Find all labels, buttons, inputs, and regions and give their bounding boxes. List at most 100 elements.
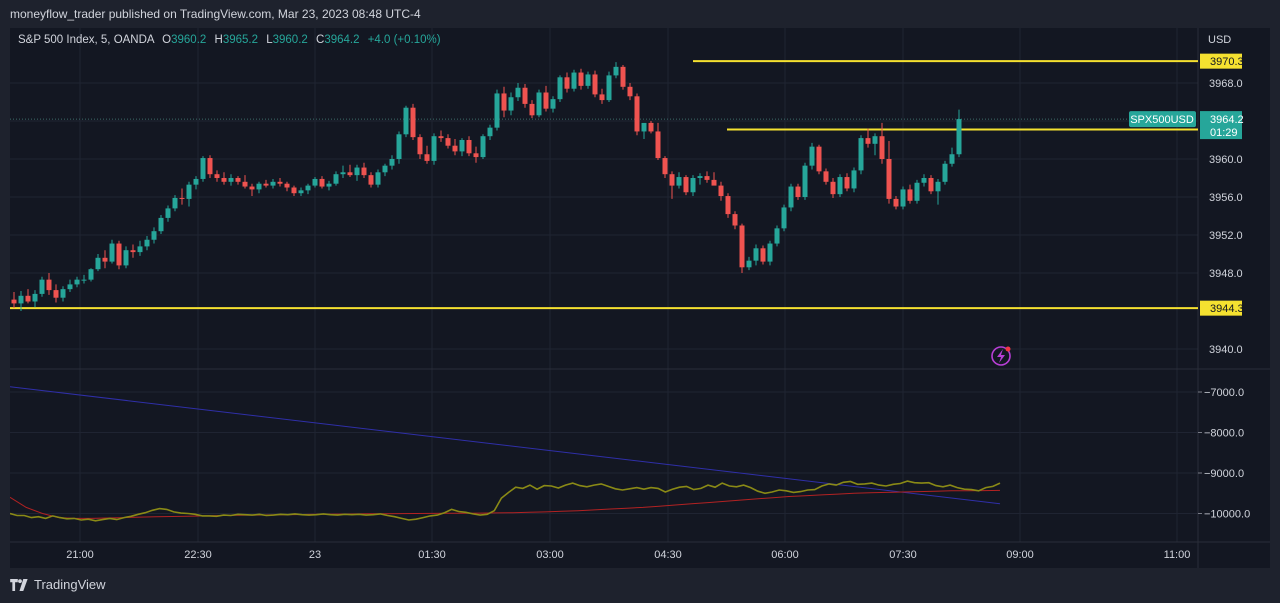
- candle-body: [956, 119, 962, 155]
- candle-body: [382, 165, 388, 173]
- candle-body: [333, 174, 339, 184]
- candle-body: [760, 248, 766, 262]
- level-price-tag: [1200, 53, 1242, 69]
- candle-body: [326, 183, 332, 187]
- candle-body: [256, 183, 262, 190]
- high-label: H: [214, 34, 223, 46]
- symbol-tag: [1129, 111, 1196, 128]
- candle-body: [32, 293, 38, 302]
- time-tick-label: 01:30: [418, 549, 446, 561]
- candle-body: [949, 154, 955, 164]
- candle-body: [683, 177, 689, 193]
- candle-body: [207, 158, 213, 175]
- candle-body: [942, 163, 948, 182]
- symbol-legend: S&P 500 Index, 5, OANDA O3960.2 H3965.2 …: [18, 34, 446, 46]
- candle-body: [648, 122, 654, 132]
- candle-body: [193, 178, 199, 185]
- time-tick-label: 11:00: [1164, 549, 1191, 561]
- candle-body: [816, 146, 822, 172]
- candle-body: [102, 257, 108, 262]
- candle-body: [571, 72, 577, 89]
- change-value: +4.0 (+0.10%): [367, 34, 441, 46]
- candle-body: [781, 207, 787, 229]
- candle-body: [74, 279, 80, 285]
- candle-body: [81, 279, 87, 281]
- last-price-label: 3964.2: [1210, 114, 1244, 126]
- candle-body: [312, 178, 318, 186]
- candle-body: [935, 181, 941, 192]
- candle-body: [564, 77, 570, 89]
- candle-body: [389, 159, 395, 166]
- chart-canvas[interactable]: 3968.03964.03960.03956.03952.03948.03940…: [10, 28, 1270, 568]
- candle-body: [172, 197, 178, 209]
- candle-body: [886, 159, 892, 199]
- candle-body: [907, 189, 913, 201]
- candle-body: [704, 176, 710, 180]
- candle-body: [46, 279, 52, 291]
- candle-body: [60, 289, 66, 298]
- candle-body: [550, 99, 556, 109]
- candle-body: [774, 228, 780, 244]
- open-label: O: [162, 34, 172, 46]
- candle-body: [410, 107, 416, 138]
- indicator-tick-label: −9000.0: [1204, 468, 1244, 480]
- indicator-tick-label: −8000.0: [1204, 428, 1244, 440]
- candle-body: [431, 136, 437, 161]
- candle-body: [536, 92, 542, 116]
- candle-body: [746, 260, 752, 268]
- candle-body: [669, 174, 675, 186]
- publish-info: moneyflow_trader published on TradingVie…: [10, 7, 421, 21]
- candle-body: [200, 158, 206, 179]
- price-tick-label: 3940.0: [1209, 344, 1243, 356]
- candle-body: [697, 176, 703, 178]
- footer-brand[interactable]: TradingView: [10, 577, 106, 592]
- candle-body: [802, 165, 808, 197]
- candle-body: [662, 158, 668, 175]
- candle-body: [914, 182, 920, 201]
- close-label: C: [316, 34, 325, 46]
- candle-body: [739, 225, 745, 268]
- candle-body: [725, 196, 731, 215]
- candle-body: [319, 178, 325, 187]
- candle-body: [529, 103, 535, 116]
- candle-body: [109, 243, 115, 262]
- candle-body: [830, 181, 836, 195]
- candle-body: [11, 299, 17, 304]
- candle-body: [732, 214, 738, 226]
- candle-body: [690, 178, 696, 193]
- candle-body: [403, 107, 409, 135]
- candle-body: [494, 93, 500, 128]
- tradingview-logo-icon: [10, 578, 28, 591]
- candle-body: [501, 93, 507, 111]
- candle-body: [235, 178, 241, 182]
- candle-body: [263, 183, 269, 186]
- price-tick-label: 3952.0: [1209, 230, 1243, 242]
- candle-body: [18, 295, 24, 304]
- candle-body: [214, 174, 220, 178]
- symbol-name[interactable]: S&P 500 Index, 5, OANDA: [18, 34, 154, 46]
- countdown-label: 01:29: [1210, 127, 1238, 139]
- candle-body: [95, 257, 101, 270]
- candle-body: [270, 181, 276, 186]
- indicator-trend-line: [10, 386, 1001, 505]
- candle-body: [298, 190, 304, 194]
- low-label: L: [266, 34, 273, 46]
- level-price-tag: [1200, 300, 1242, 316]
- candle-body: [88, 269, 94, 280]
- lightning-icon[interactable]: [991, 346, 1011, 366]
- candle-body: [718, 185, 724, 197]
- price-tick-label: 3968.0: [1209, 78, 1243, 90]
- currency-label[interactable]: USD: [1208, 34, 1232, 46]
- candle-body: [340, 172, 346, 175]
- time-tick-label: 04:30: [654, 549, 682, 561]
- time-tick-label: 09:00: [1006, 549, 1034, 561]
- candle-body: [655, 131, 661, 159]
- candle-body: [676, 177, 682, 186]
- chart-panel[interactable]: 3968.03964.03960.03956.03952.03948.03940…: [10, 28, 1270, 568]
- candle-body: [438, 136, 444, 139]
- candle-body: [753, 248, 759, 261]
- time-tick-label: 07:30: [889, 549, 917, 561]
- candle-body: [557, 77, 563, 100]
- symbol-tag-label: SPX500USD: [1130, 114, 1194, 126]
- candle-body: [480, 136, 486, 158]
